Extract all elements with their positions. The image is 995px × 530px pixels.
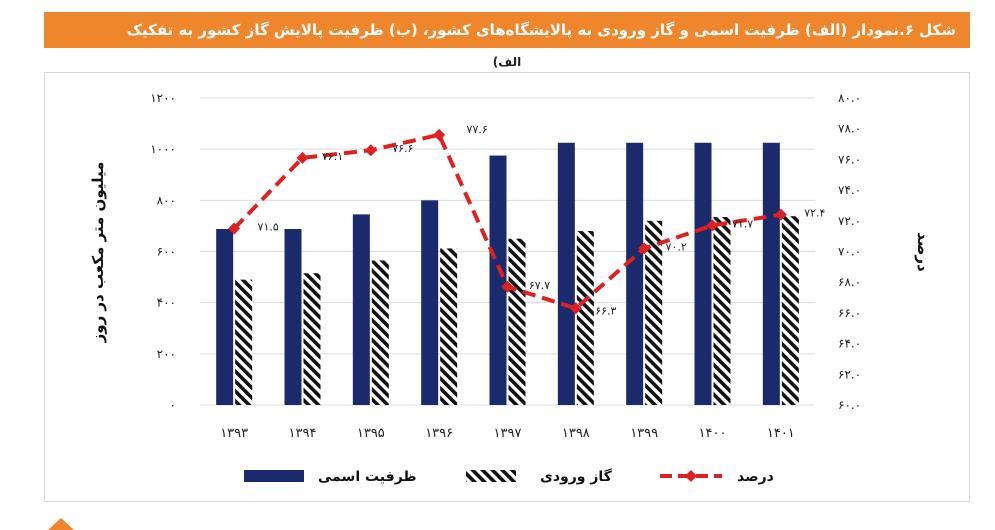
y-right-tick-label: ۷۴.۰ xyxy=(838,183,861,197)
bar-nominal-capacity xyxy=(489,155,507,405)
y-right-tick-label: ۷۶.۰ xyxy=(838,152,861,166)
y-left-tick-label: ۰ xyxy=(170,398,176,412)
y-right-tick-label: ۷۸.۰ xyxy=(838,122,861,136)
legend-marker-percentage xyxy=(685,470,697,482)
bar-inlet-gas xyxy=(235,279,253,405)
data-label-percentage: ۷۱.۷ xyxy=(732,217,753,230)
bar-inlet-gas xyxy=(781,216,799,405)
x-tick-label: ۱۳۹۹ xyxy=(630,426,658,441)
x-tick-label: ۱۳۹۴ xyxy=(289,426,317,441)
y-right-axis-title: درصد xyxy=(914,232,932,272)
bar-nominal-capacity xyxy=(694,142,712,406)
y-right-tick-label: ۶۰.۰ xyxy=(838,398,861,412)
data-label-percentage: ۷۷.۶ xyxy=(467,123,488,136)
bar-inlet-gas xyxy=(371,260,389,405)
y-left-tick-label: ۴۰۰ xyxy=(157,296,176,310)
point-percentage xyxy=(433,128,446,141)
legend-label-nominal-capacity: ظرفیت اسمی xyxy=(318,469,417,485)
bar-nominal-capacity xyxy=(626,142,644,406)
x-tick-label: ۱۳۹۶ xyxy=(425,426,453,441)
bar-inlet-gas xyxy=(440,248,458,405)
x-tick-label: ۱۳۹۷ xyxy=(494,426,522,441)
point-percentage xyxy=(296,151,309,164)
data-label-percentage: ۷۶.۱ xyxy=(322,150,343,163)
y-left-tick-label: ۱۰۰۰ xyxy=(150,142,176,156)
bar-nominal-capacity xyxy=(352,214,370,405)
y-right-tick-label: ۶۸.۰ xyxy=(838,275,861,289)
x-tick-label: ۱۴۰۰ xyxy=(699,426,727,441)
data-label-percentage: ۷۶.۶ xyxy=(392,142,413,155)
data-label-percentage: ۶۶.۳ xyxy=(595,304,616,317)
x-tick-label: ۱۳۹۸ xyxy=(562,426,590,441)
bar-nominal-capacity xyxy=(557,142,575,406)
legend-swatch-inlet-gas xyxy=(466,470,516,482)
point-percentage xyxy=(569,302,582,315)
point-percentage xyxy=(364,144,377,157)
data-label-percentage: ۷۱.۵ xyxy=(258,220,279,233)
bar-nominal-capacity xyxy=(762,142,780,406)
point-percentage xyxy=(638,242,651,255)
data-label-percentage: ۷۰.۲ xyxy=(666,240,687,253)
y-left-axis-title: میلیون متر مکعب در روز xyxy=(89,162,107,344)
point-percentage xyxy=(228,222,241,235)
legend-label-percentage: درصد xyxy=(737,469,774,485)
decorative-marker-icon xyxy=(48,518,74,530)
y-right-tick-label: ۷۲.۰ xyxy=(838,214,861,228)
chart-subtitle: الف) xyxy=(493,55,521,69)
bar-inlet-gas xyxy=(713,216,731,405)
y-left-tick-label: ۶۰۰ xyxy=(157,245,176,259)
point-percentage xyxy=(706,219,719,232)
y-right-tick-label: ۶۴.۰ xyxy=(838,337,861,351)
y-right-tick-label: ۶۲.۰ xyxy=(838,367,861,381)
legend-swatch-nominal-capacity xyxy=(244,470,304,482)
bar-nominal-capacity xyxy=(284,228,302,405)
x-tick-label: ۱۳۹۵ xyxy=(357,426,385,441)
point-percentage xyxy=(501,280,514,293)
y-right-tick-label: ۶۶.۰ xyxy=(838,306,861,320)
bar-inlet-gas xyxy=(303,273,321,405)
data-label-percentage: ۷۲.۴ xyxy=(804,207,825,220)
x-tick-label: ۱۳۹۳ xyxy=(220,426,248,441)
data-label-percentage: ۶۷.۷ xyxy=(529,279,550,292)
point-percentage xyxy=(774,208,787,221)
y-left-tick-label: ۲۰۰ xyxy=(157,347,176,361)
y-left-tick-label: ۸۰۰ xyxy=(157,193,176,207)
y-right-tick-label: ۷۰.۰ xyxy=(838,245,861,259)
bar-inlet-gas xyxy=(576,231,594,405)
legend-label-inlet-gas: گاز ورودی xyxy=(540,468,613,485)
figure-caption: شکل ۶.نمودار (الف) ظرفیت اسمی و گاز ورود… xyxy=(44,12,970,75)
bar-nominal-capacity xyxy=(216,228,234,405)
bar-inlet-gas xyxy=(645,220,663,405)
bar-nominal-capacity xyxy=(421,200,439,405)
y-left-tick-label: ۱۲۰۰ xyxy=(150,91,176,105)
bar-inlet-gas xyxy=(508,238,526,405)
x-tick-label: ۱۴۰۱ xyxy=(767,426,795,441)
y-right-tick-label: ۸۰.۰ xyxy=(838,91,861,105)
